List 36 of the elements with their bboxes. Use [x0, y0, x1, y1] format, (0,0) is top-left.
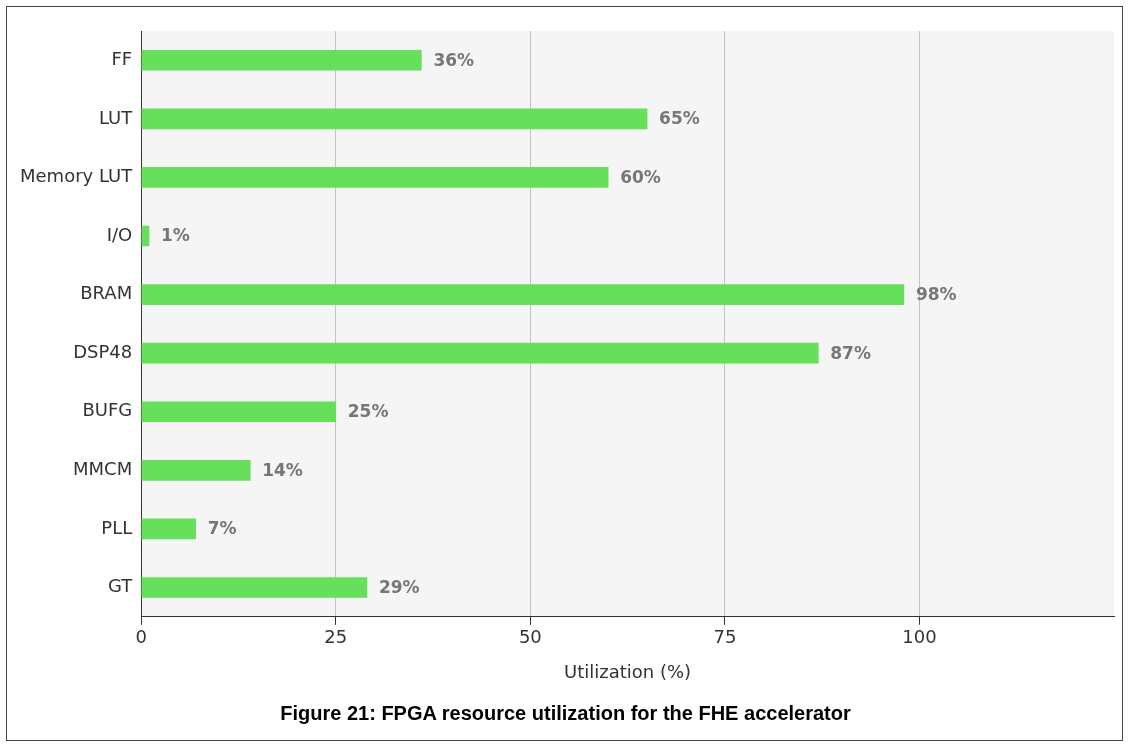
y-tick-label: MMCM — [73, 458, 133, 480]
bar — [141, 342, 819, 364]
bar — [141, 401, 337, 423]
bar — [141, 284, 905, 305]
data-label: 60% — [620, 166, 661, 187]
x-tick-label: 0 — [135, 626, 147, 648]
data-label: 36% — [433, 49, 475, 70]
data-label: 14% — [262, 459, 303, 480]
x-axis-title: Utilization (%) — [564, 660, 692, 682]
bar — [141, 577, 368, 598]
x-tick-label: 100 — [902, 626, 937, 648]
data-label: 7% — [207, 518, 237, 539]
data-label: 98% — [915, 284, 957, 305]
x-tick-label: 75 — [713, 626, 737, 648]
y-tick-label: BUFG — [82, 399, 133, 421]
data-label: 87% — [830, 342, 871, 363]
data-label: 29% — [378, 576, 420, 597]
bar — [141, 108, 648, 130]
x-tick-label: 25 — [324, 626, 348, 648]
y-tick-label: PLL — [101, 516, 133, 538]
y-tick-label: DSP48 — [73, 340, 133, 362]
bar — [141, 460, 251, 481]
y-tick-label: FF — [111, 47, 133, 69]
x-tick-label: 50 — [518, 626, 542, 648]
data-label: 25% — [347, 401, 389, 422]
y-tick-label: I/O — [106, 223, 133, 245]
y-tick-label: LUT — [98, 106, 134, 128]
bar — [141, 518, 197, 540]
y-tick-label: BRAM — [80, 282, 133, 304]
bar — [141, 49, 422, 71]
data-label: 65% — [659, 108, 700, 129]
text: Figure 21: FPGA resource utilization for the FHE accelerator — [280, 701, 851, 724]
y-tick-label: GT — [107, 575, 134, 597]
bar — [141, 167, 609, 188]
y-tick-label: Memory LUT — [19, 165, 134, 187]
data-label: 1% — [161, 225, 190, 246]
